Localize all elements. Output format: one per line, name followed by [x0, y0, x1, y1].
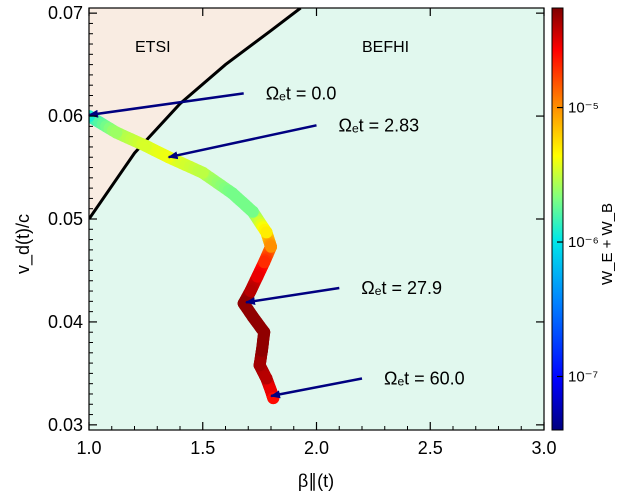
annotation-arrow — [167, 124, 317, 160]
y-tick-label: 0.03 — [48, 415, 83, 435]
colorbar-label: W_E + W_B — [599, 203, 616, 285]
trajectory-point — [244, 285, 257, 297]
boundary-line — [89, 8, 302, 220]
x-axis-ticks: 1.0 1.5 2.0 2.5 3.0 — [76, 8, 557, 458]
y-tick-label: 0.04 — [48, 312, 83, 332]
y-tick-label: 0.06 — [48, 106, 83, 126]
x-tick-label: 1.5 — [190, 438, 215, 458]
x-axis-title-text: β∥(t) — [298, 471, 334, 491]
annotation-label: Ωₑt = 2.83 — [339, 115, 420, 135]
trajectory-point — [246, 205, 259, 218]
trajectory-point — [260, 372, 273, 385]
befhi-label: BEFHI — [362, 39, 409, 56]
trajectory-point — [196, 166, 209, 179]
y-axis-title: v_d(t)/c — [13, 214, 34, 274]
trajectory-point — [253, 359, 266, 372]
annotation-arrow — [245, 286, 340, 305]
y-axis-title-text: v_d(t)/c — [13, 214, 34, 274]
colorbar: 10⁻⁷ 10⁻⁶ 10⁻⁵ W_E + W_B — [551, 7, 616, 431]
trajectory-point — [237, 297, 250, 310]
trajectory-point — [246, 310, 259, 323]
trajectory-point — [265, 240, 277, 253]
colorbar-tick-label: 10⁻⁶ — [568, 234, 599, 251]
y-axis-ticks: 0.03 0.04 0.05 0.06 0.07 — [48, 3, 544, 435]
trajectory-point — [258, 256, 271, 269]
trajectory-point — [110, 126, 123, 139]
trajectory-point — [251, 270, 264, 283]
trajectory-point — [139, 139, 152, 152]
trajectory-point — [255, 344, 268, 357]
annotation-arrow — [270, 377, 363, 399]
x-tick-label: 2.5 — [418, 438, 443, 458]
annotation-arrow — [88, 92, 244, 118]
trajectory-point — [260, 226, 273, 239]
colorbar-tick-label: 10⁻⁵ — [568, 100, 599, 117]
x-tick-label: 2.0 — [304, 438, 329, 458]
trajectory-point — [226, 187, 239, 200]
annotation-label: Ωₑt = 60.0 — [384, 369, 465, 389]
colorbar-gradient — [551, 7, 564, 431]
y-tick-label: 0.07 — [48, 3, 83, 23]
x-tick-label: 1.0 — [76, 438, 101, 458]
annotation-label: Ωₑt = 0.0 — [266, 83, 337, 103]
colorbar-ticks: 10⁻⁷ 10⁻⁶ 10⁻⁵ — [557, 100, 599, 385]
etsi-label: ETSI — [135, 39, 171, 56]
annotation-label: Ωₑt = 27.9 — [361, 278, 442, 298]
etsi-region — [89, 8, 301, 219]
x-tick-label: 3.0 — [531, 438, 556, 458]
trajectory-point — [258, 326, 271, 339]
y-tick-label: 0.05 — [48, 209, 83, 229]
colorbar-tick-label: 10⁻⁷ — [568, 368, 598, 385]
x-axis-title: β∥(t) — [298, 471, 334, 491]
